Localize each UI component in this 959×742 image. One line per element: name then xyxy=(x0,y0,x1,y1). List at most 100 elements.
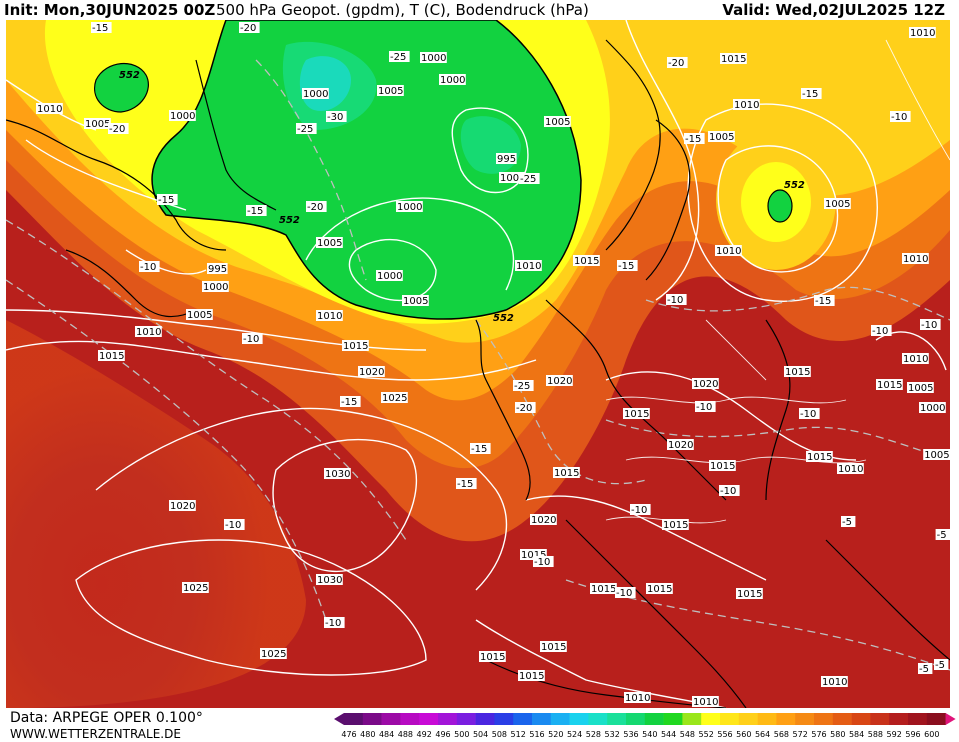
temp-label-box xyxy=(667,57,688,68)
pressure-label-box xyxy=(590,583,617,594)
green-low xyxy=(151,20,582,320)
temp-label-text: -20 xyxy=(516,403,532,414)
temp-label: -10 xyxy=(630,504,651,516)
pressure-label: 1015 xyxy=(623,408,650,420)
scale-value: 488 xyxy=(397,730,414,739)
scale-value: 528 xyxy=(585,730,602,739)
pressure-label-text: 1020 xyxy=(668,440,693,451)
temp-label-text: -5 xyxy=(842,517,852,528)
pressure-label-box xyxy=(499,172,526,183)
pressure-label: 1005 xyxy=(708,131,735,143)
temp-label: -15 xyxy=(157,194,178,206)
temp-label: -10 xyxy=(719,485,740,497)
pressure-label-box xyxy=(736,588,763,599)
pressure-label: 1020 xyxy=(692,378,719,390)
pressure-label: 1020 xyxy=(530,514,557,526)
temp-label-text: -15 xyxy=(247,206,263,217)
pressure-label: 1015 xyxy=(646,583,673,595)
pressure-label-box xyxy=(381,392,408,403)
pressure-label-box xyxy=(821,676,848,687)
pressure-label-box xyxy=(733,99,760,110)
scale-swatch xyxy=(626,713,646,725)
pressure-label-box xyxy=(396,201,423,212)
pressure-label-text: 1020 xyxy=(693,379,718,390)
pressure-label-box xyxy=(402,295,429,306)
temp-label-text: -15 xyxy=(158,195,174,206)
scale-value: 520 xyxy=(548,730,564,739)
temp-label: -15 xyxy=(814,295,835,307)
scale-value: 504 xyxy=(472,730,489,739)
scale-value: 536 xyxy=(623,730,639,739)
pressure-label: 1010 xyxy=(733,99,760,111)
pressure-label: 1000 xyxy=(376,270,403,282)
pressure-label-text: 1000 xyxy=(203,282,228,293)
scale-value: 600 xyxy=(924,730,940,739)
scale-swatch xyxy=(513,713,533,725)
pressure-label-box xyxy=(546,375,573,386)
temp-label-text: -25 xyxy=(520,174,536,185)
temp-label-text: -25 xyxy=(514,381,530,392)
temp-label: -10 xyxy=(871,325,892,337)
pressure-label-box xyxy=(646,583,673,594)
country-borders xyxy=(605,39,950,524)
pressure-label: 1020 xyxy=(546,375,573,387)
pressure-label-box xyxy=(907,382,934,393)
temp-label-box xyxy=(617,260,638,271)
temp-label-text: -30 xyxy=(327,112,343,123)
atlantic-high xyxy=(6,320,306,708)
scale-swatch xyxy=(663,713,683,725)
pressure-label-box xyxy=(692,696,719,707)
pressure-label: 1005 xyxy=(907,382,934,394)
scale-swatch xyxy=(532,713,552,725)
pressure-label-text: 1015 xyxy=(710,461,735,472)
scale-value: 548 xyxy=(679,730,696,739)
scale-value: 592 xyxy=(886,730,902,739)
pressure-label: 1015 xyxy=(518,670,545,682)
temp-label-box xyxy=(841,516,856,527)
temp-label-box xyxy=(456,478,477,489)
temp-label-text: -10 xyxy=(534,557,550,568)
pressure-label-text: 1025 xyxy=(183,583,208,594)
pressure-label: 995 xyxy=(496,153,517,165)
pressure-label: 1015 xyxy=(876,379,903,391)
temp-label-text: -15 xyxy=(471,444,487,455)
pressure-label: 1015 xyxy=(520,549,547,561)
pressure-label-text: 1015 xyxy=(541,642,566,653)
temp-label: -30 xyxy=(326,111,347,123)
scale-swatch xyxy=(926,713,946,725)
pressure-label-box xyxy=(923,449,950,460)
temp-label-text: -10 xyxy=(921,320,937,331)
scale-swatch xyxy=(419,713,439,725)
pressure-label: 1025 xyxy=(182,582,209,594)
pressure-label-box xyxy=(520,549,547,560)
temp-label: -15 xyxy=(340,396,361,408)
pressure-label-text: 995 xyxy=(497,154,516,165)
pressure-label-box xyxy=(324,468,351,479)
pressure-label-text: 1000 xyxy=(377,271,402,282)
temp-label: -5 xyxy=(934,659,949,671)
temp-label-box xyxy=(340,396,361,407)
scale-value: 512 xyxy=(510,730,526,739)
temp-label: -15 xyxy=(246,205,267,217)
pressure-label-box xyxy=(135,326,162,337)
pressure-label-text: 1010 xyxy=(734,100,759,111)
scale-swatch xyxy=(776,713,796,725)
temp-label-box xyxy=(630,504,651,515)
pressure-label: 1020 xyxy=(667,439,694,451)
pressure-label-box xyxy=(720,53,747,64)
temp-label-text: -10 xyxy=(616,588,632,599)
pressure-label-box xyxy=(715,245,742,256)
pressure-label-text: 1015 xyxy=(343,341,368,352)
chart-title: 500 hPa Geopot. (gpdm), T (C), Bodendruc… xyxy=(216,1,589,19)
temp-label-text: -15 xyxy=(457,479,473,490)
temp-label-box xyxy=(890,111,911,122)
pressure-label: 1000 xyxy=(396,201,423,213)
pressure-label-text: 1010 xyxy=(838,464,863,475)
temp-label: -25 xyxy=(519,173,540,185)
temp-label: -10 xyxy=(324,617,345,629)
temp-label: -15 xyxy=(617,260,638,272)
temp-label-box xyxy=(108,123,129,134)
scale-swatch xyxy=(438,713,458,725)
scale-value: 500 xyxy=(454,730,470,739)
scale-value: 480 xyxy=(360,730,376,739)
